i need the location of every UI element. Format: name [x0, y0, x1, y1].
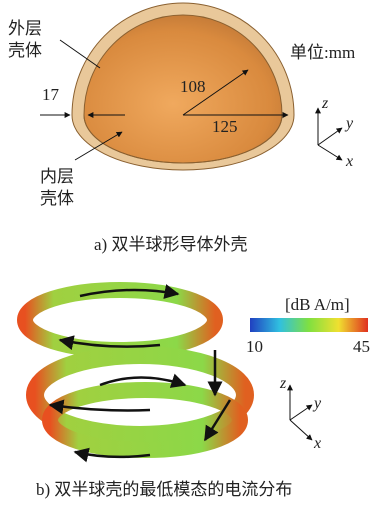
outer-label: 外层	[8, 19, 42, 38]
axis	[290, 405, 312, 420]
figure: 外层 壳体 单位:mm 17 108 125 内层 壳体 z y x a) 双半…	[0, 0, 373, 505]
dim-label: 125	[212, 117, 238, 136]
axis	[290, 420, 312, 440]
colorbar	[250, 318, 368, 332]
page: 外层 壳体 单位:mm 17 108 125 内层 壳体 z y x a) 双半…	[0, 0, 373, 505]
colorbar-max: 45	[353, 337, 370, 356]
inner-label: 壳体	[40, 189, 74, 208]
axis-label: z	[321, 95, 329, 112]
colorbar-unit: [dB A/m]	[285, 295, 350, 314]
unit: 单位:mm	[290, 43, 355, 62]
dim-label: 108	[180, 77, 206, 96]
caption: a) 双半球形导体外壳	[94, 235, 247, 254]
axis-label: x	[345, 153, 353, 170]
panel-b: [dB A/m] 10 45 z y x b) 双半球壳的最低模态的电流分布	[25, 290, 370, 499]
dim-label: 17	[42, 85, 60, 104]
axis-label: y	[344, 115, 354, 132]
outer-label: 壳体	[8, 41, 42, 60]
inner-label: 内层	[40, 167, 74, 186]
current-ring	[25, 290, 215, 350]
axis-label: y	[312, 395, 322, 412]
axis-label: x	[313, 435, 321, 452]
axis-label: z	[279, 375, 287, 392]
panel-a: 外层 壳体 单位:mm 17 108 125 内层 壳体 z y x a) 双半…	[8, 3, 355, 254]
axis	[318, 128, 342, 145]
colorbar-min: 10	[246, 337, 263, 356]
caption: b) 双半球壳的最低模态的电流分布	[36, 480, 292, 499]
axis	[318, 145, 342, 160]
